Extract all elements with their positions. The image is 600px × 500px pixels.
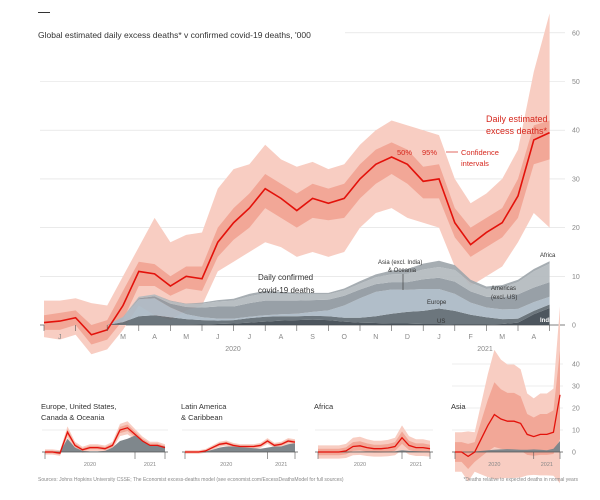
panel-year-2021: 2021 — [541, 462, 553, 468]
panel-title: Europe, United States, — [41, 402, 116, 411]
panel-confirmed-area — [455, 441, 560, 452]
y-tick-label: 30 — [572, 176, 580, 183]
annotation-ci95: 95% — [422, 148, 437, 157]
panel-year-2020: 2020 — [488, 462, 500, 468]
panel-ci95-band — [45, 421, 165, 456]
ci95-band — [44, 13, 550, 355]
panel-year-2021: 2021 — [410, 462, 422, 468]
label-europe: Europe — [427, 300, 447, 306]
y-tick-label: 60 — [572, 30, 580, 37]
panel-3: 2020 2021 Asia — [451, 306, 563, 484]
panel-excess-line — [318, 436, 431, 453]
asia-y-tick-label: 30 — [572, 384, 580, 391]
month-label: S — [310, 334, 315, 341]
month-label: M — [120, 334, 126, 341]
panel-year-2020: 2020 — [354, 462, 366, 468]
panel-year-2021: 2021 — [144, 462, 156, 468]
confirmed-area-africa — [44, 260, 550, 325]
panel-confirmed-area — [45, 435, 165, 452]
month-label: J — [216, 334, 220, 341]
panel-title: Latin America — [181, 402, 227, 411]
panel-confirmed-area — [318, 450, 430, 452]
annotations: Daily estimated excess deaths* 50% 95% C… — [258, 114, 556, 325]
y-tick-label: 0 — [572, 323, 576, 330]
confirmed-area-us — [44, 304, 550, 325]
month-label: A — [279, 334, 284, 341]
month-label: N — [373, 334, 378, 341]
month-label: J — [58, 334, 62, 341]
month-label: M — [499, 334, 505, 341]
y-tick-label: 10 — [572, 274, 580, 281]
panel-title: Asia — [451, 402, 466, 411]
y-tick-label: 40 — [572, 128, 580, 135]
annotation-excess-1: Daily estimated — [486, 114, 548, 124]
annotation-ci-1: Confidence — [461, 148, 499, 157]
annotation-confirmed-2: covid-19 deaths — [258, 286, 314, 295]
month-label: M — [183, 334, 189, 341]
panel-year-2020: 2020 — [84, 462, 96, 468]
month-label: O — [341, 334, 347, 341]
label-asia-1: Asia (excl. India) — [378, 260, 422, 266]
label-us: US — [437, 319, 445, 325]
panel-2: 2020 2021 Africa — [314, 402, 433, 468]
footnote: *Deaths relative to expected deaths in n… — [463, 477, 578, 483]
year-label-2020: 2020 — [225, 346, 241, 353]
label-india: India — [540, 318, 555, 324]
panel-confirmed-area — [185, 443, 295, 452]
panel-year-2020: 2020 — [220, 462, 232, 468]
confirmed-area-americas — [44, 277, 550, 325]
month-label: A — [152, 334, 157, 341]
label-africa: Africa — [540, 253, 556, 259]
panel-1: 2020 2021 Latin America & Caribbean — [181, 402, 298, 468]
chart-title: Global estimated daily excess deaths* v … — [38, 30, 311, 40]
asia-y-tick-label: 20 — [572, 406, 580, 413]
month-label: J — [437, 334, 441, 341]
month-label: D — [405, 334, 410, 341]
confirmed-area-europe — [44, 288, 550, 325]
month-label: F — [468, 334, 472, 341]
month-label: A — [531, 334, 536, 341]
panel-title-2: & Caribbean — [181, 413, 223, 422]
panel-excess-line — [185, 440, 296, 453]
ci50-band — [44, 120, 550, 345]
label-americas-2: (excl. US) — [491, 295, 517, 301]
panel-0: 2020 2021 Europe, United States, Canada & O… — [41, 402, 168, 468]
panel-excess-line — [45, 427, 166, 454]
panel-title-2: Canada & Oceania — [41, 413, 105, 422]
y-tick-label: 20 — [572, 225, 580, 232]
month-label: J — [248, 334, 252, 341]
confirmed-area-india — [44, 307, 550, 325]
asia-y-tick-label: 0 — [572, 450, 576, 457]
asia-y-tick-label: 10 — [572, 428, 580, 435]
year-label-2021: 2021 — [477, 346, 493, 353]
label-asia-2: & Oceania — [388, 268, 417, 274]
annotation-excess-2: excess deaths* — [486, 126, 548, 136]
panel-title: Africa — [314, 402, 334, 411]
y-tick-label: 50 — [572, 79, 580, 86]
annotation-confirmed-1: Daily confirmed — [258, 273, 313, 282]
asia-y-tick-label: 40 — [572, 362, 580, 369]
panel-ci50-band — [45, 424, 165, 455]
title-rule — [38, 12, 50, 13]
annotation-ci50: 50% — [397, 148, 412, 157]
panel-year-2021: 2021 — [275, 462, 287, 468]
source-note: Sources: Johns Hopkins University CSSE; … — [38, 477, 344, 483]
label-americas-1: Americas — [491, 286, 516, 292]
annotation-ci-2: intervals — [461, 159, 489, 168]
panel-excess-line — [455, 394, 561, 458]
excess-central-line — [43, 131, 550, 336]
